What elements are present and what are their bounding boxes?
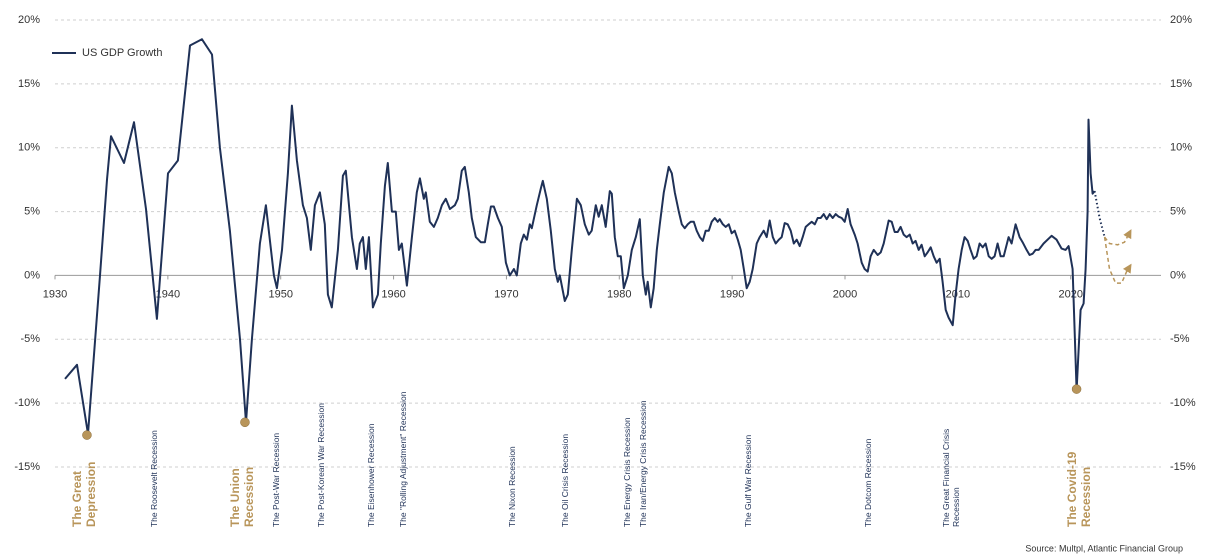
y-tick-label: 20% bbox=[18, 14, 40, 26]
recession-label: The Covid-19 bbox=[1065, 451, 1079, 527]
recession-label: The Union bbox=[228, 468, 242, 527]
y2-tick-label: 15% bbox=[1170, 78, 1192, 90]
recession-label: The Gulf War Recession bbox=[743, 434, 753, 527]
y-tick-label: 0% bbox=[24, 269, 40, 281]
recession-label: Recession bbox=[951, 487, 961, 527]
y2-tick-label: -5% bbox=[1170, 333, 1190, 345]
forecast-line bbox=[1103, 236, 1132, 284]
x-tick-label: 2010 bbox=[946, 288, 970, 300]
x-tick-label: 1940 bbox=[156, 288, 180, 300]
y-tick-label: -5% bbox=[20, 333, 40, 345]
y2-tick-label: 20% bbox=[1170, 14, 1192, 26]
recession-marker bbox=[1071, 384, 1082, 394]
source-note: Source: Multpl, Atlantic Financial Group bbox=[1025, 543, 1183, 553]
y-tick-label: -10% bbox=[14, 397, 40, 409]
recession-label: The Post-Korean War Recession bbox=[316, 403, 326, 527]
recession-label: Recession bbox=[242, 467, 256, 527]
recession-label: The Roosevelt Recession bbox=[149, 430, 159, 527]
y2-tick-label: -10% bbox=[1170, 397, 1196, 409]
recession-marker bbox=[240, 417, 250, 428]
recession-label: The Eisenhower Recession bbox=[366, 423, 376, 527]
recession-label: The Great Financial Crisis bbox=[941, 429, 951, 527]
recession-marker bbox=[82, 430, 92, 440]
recession-label: Depression bbox=[84, 462, 98, 527]
y-tick-label: 15% bbox=[18, 78, 40, 90]
x-tick-label: 2020 bbox=[1058, 288, 1082, 300]
y2-tick-label: -15% bbox=[1170, 461, 1196, 473]
recession-label: The Dotcom Recession bbox=[863, 438, 873, 527]
recession-label: The Iran/Energy Crisis Recession bbox=[638, 400, 648, 527]
x-tick-label: 1930 bbox=[43, 288, 67, 300]
gdp-line bbox=[64, 38, 1096, 435]
recession-label: The "Rolling Adjustment" Recession bbox=[398, 391, 408, 527]
x-tick-label: 1960 bbox=[381, 288, 405, 300]
y2-tick-label: 0% bbox=[1170, 269, 1186, 281]
legend-label: US GDP Growth bbox=[82, 47, 163, 59]
x-tick-label: 1950 bbox=[268, 288, 292, 300]
x-tick-label: 1990 bbox=[720, 288, 744, 300]
y2-tick-label: 5% bbox=[1170, 205, 1186, 217]
y-tick-label: 5% bbox=[24, 205, 40, 217]
forecast-line bbox=[1104, 229, 1132, 246]
recession-label: The Post-War Recession bbox=[271, 433, 281, 527]
y2-tick-label: 10% bbox=[1170, 142, 1192, 154]
recession-label: The Energy Crisis Recession bbox=[622, 417, 632, 527]
recession-label: Recession bbox=[1079, 467, 1093, 527]
y-tick-label: -15% bbox=[14, 461, 40, 473]
recession-label: The Great bbox=[70, 471, 84, 527]
recession-label: The Nixon Recession bbox=[507, 446, 517, 527]
forecast-line bbox=[1093, 190, 1106, 238]
x-tick-label: 2000 bbox=[833, 288, 857, 300]
y-tick-label: 10% bbox=[18, 142, 40, 154]
recession-label: The Oil Crisis Recession bbox=[560, 434, 570, 527]
x-tick-label: 1970 bbox=[494, 288, 518, 300]
x-tick-label: 1980 bbox=[607, 288, 631, 300]
